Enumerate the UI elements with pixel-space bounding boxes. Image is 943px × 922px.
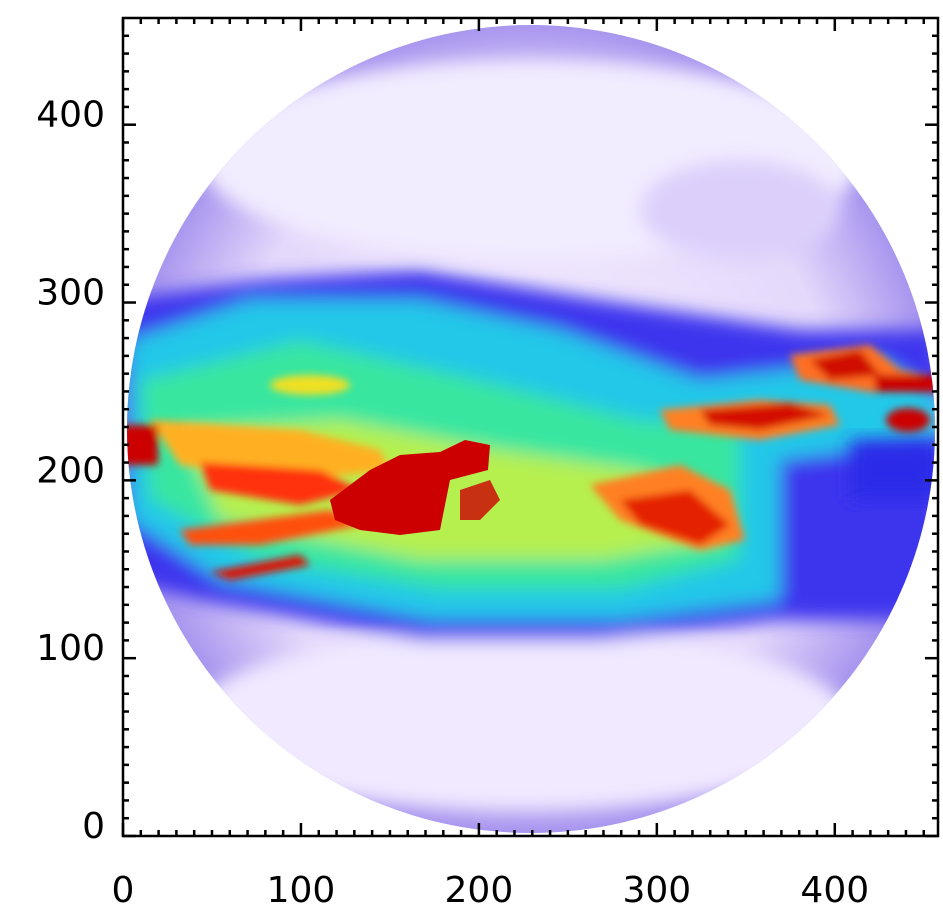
hotspot bbox=[330, 440, 490, 535]
y-tick-label: 300 bbox=[36, 273, 105, 314]
x-tick-label: 400 bbox=[800, 870, 869, 911]
y-tick-label: 100 bbox=[36, 628, 105, 669]
x-tick-label: 300 bbox=[622, 870, 691, 911]
y-tick-label: 200 bbox=[36, 450, 105, 491]
x-tick-label: 0 bbox=[112, 870, 135, 911]
x-tick-label: 200 bbox=[445, 870, 514, 911]
y-tick-label: 400 bbox=[36, 95, 105, 136]
x-tick-label: 100 bbox=[267, 870, 336, 911]
y-tick-label: 0 bbox=[82, 806, 105, 847]
image bbox=[127, 25, 935, 833]
